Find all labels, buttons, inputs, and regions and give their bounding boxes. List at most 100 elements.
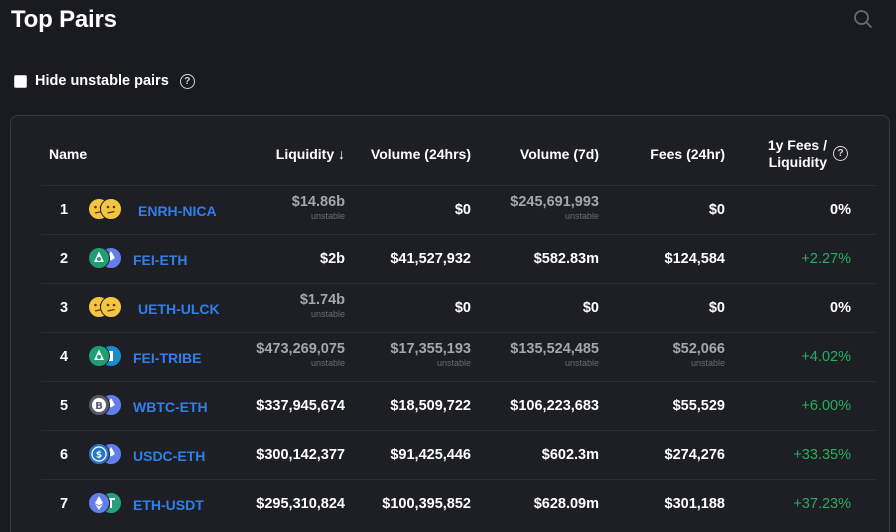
volume-7d-cell: $0 bbox=[489, 300, 599, 316]
unstable-tag: unstable bbox=[564, 358, 599, 368]
header-fees-24h[interactable]: Fees (24hr) bbox=[650, 146, 725, 162]
liquidity-cell: $300,142,377 bbox=[241, 447, 345, 463]
fei-eth-icon bbox=[88, 247, 122, 269]
fees-24h-cell-value: $0 bbox=[708, 300, 725, 316]
hide-unstable-toggle[interactable]: Hide unstable pairs ? bbox=[14, 71, 195, 91]
table-row[interactable]: 7 ETH-USDT $295,310,824 $100,395,852 $62… bbox=[41, 479, 876, 528]
liquidity-cell: $337,945,674 bbox=[241, 398, 345, 414]
volume-24h-cell-value: $41,527,932 bbox=[390, 251, 471, 267]
fees-24h-cell: $301,188 bbox=[621, 496, 725, 512]
row-rank: 4 bbox=[60, 349, 69, 365]
apr-cell: +37.23% bbox=[793, 496, 851, 512]
header-liquidity[interactable]: Liquidity ↓ bbox=[275, 146, 345, 162]
volume-24h-cell: $0 bbox=[357, 300, 471, 316]
pair-link[interactable]: ETH-USDT bbox=[133, 497, 204, 513]
table-row[interactable]: 6 $ USDC-ETH $300,142,377 $91,425,446 $6… bbox=[41, 430, 876, 479]
fees-24h-cell-value: $52,066 bbox=[672, 341, 725, 357]
volume-7d-cell-value: $245,691,993 bbox=[510, 194, 599, 210]
apr-help-icon[interactable]: ? bbox=[833, 146, 848, 161]
liquidity-cell: $295,310,824 bbox=[241, 496, 345, 512]
volume-7d-cell: $582.83m bbox=[489, 251, 599, 267]
apr-cell: +2.27% bbox=[801, 251, 851, 267]
volume-7d-cell-value: $135,524,485 bbox=[510, 341, 599, 357]
unstable-tag: unstable bbox=[310, 211, 345, 221]
volume-24h-cell: $100,395,852 bbox=[357, 496, 471, 512]
header-1y-fees-liquidity[interactable]: 1y Fees / Liquidity bbox=[745, 137, 827, 171]
fees-24h-cell: $274,276 bbox=[621, 447, 725, 463]
hide-unstable-label: Hide unstable pairs bbox=[35, 73, 169, 89]
unstable-tag: unstable bbox=[310, 358, 345, 368]
header-volume-24h[interactable]: Volume (24hrs) bbox=[370, 146, 471, 162]
row-rank: 6 bbox=[60, 447, 69, 463]
usdc-eth-icon: $ bbox=[88, 443, 122, 465]
neutral-faces-icon bbox=[88, 198, 122, 220]
fees-24h-cell: $124,584 bbox=[621, 251, 725, 267]
eth-usdt-icon bbox=[88, 492, 122, 514]
liquidity-cell: $473,269,075 unstable bbox=[241, 341, 345, 368]
row-rank: 3 bbox=[60, 300, 69, 316]
volume-7d-cell: $245,691,993 unstable bbox=[489, 194, 599, 221]
fees-24h-cell-value: $0 bbox=[708, 202, 725, 218]
unstable-tag: unstable bbox=[690, 358, 725, 368]
fees-24h-cell-value: $124,584 bbox=[664, 251, 725, 267]
volume-24h-cell: $18,509,722 bbox=[357, 398, 471, 414]
pair-link[interactable]: WBTC-ETH bbox=[133, 399, 208, 415]
header-volume-7d[interactable]: Volume (7d) bbox=[519, 146, 599, 162]
liquidity-cell-value: $300,142,377 bbox=[256, 447, 345, 463]
volume-24h-cell: $0 bbox=[357, 202, 471, 218]
liquidity-cell-value: $2b bbox=[320, 251, 345, 267]
apr-cell: 0% bbox=[830, 300, 851, 316]
table-row[interactable]: 2 FEI-ETH $2b $41,527,932 $582.83m $124,… bbox=[41, 234, 876, 283]
row-rank: 5 bbox=[60, 398, 69, 414]
liquidity-cell: $14.86b unstable bbox=[241, 194, 345, 221]
apr-cell: +4.02% bbox=[801, 349, 851, 365]
page-title: Top Pairs bbox=[11, 6, 117, 33]
volume-7d-cell: $628.09m bbox=[489, 496, 599, 512]
volume-24h-cell: $17,355,193 unstable bbox=[357, 341, 471, 368]
row-rank: 7 bbox=[60, 496, 69, 512]
fees-24h-cell: $0 bbox=[621, 300, 725, 316]
fees-24h-cell: $0 bbox=[621, 202, 725, 218]
volume-7d-cell-value: $582.83m bbox=[533, 251, 599, 267]
row-rank: 1 bbox=[60, 202, 69, 218]
pair-link[interactable]: FEI-TRIBE bbox=[133, 350, 202, 366]
volume-24h-cell-value: $0 bbox=[454, 300, 471, 316]
apr-cell: 0% bbox=[830, 202, 851, 218]
fees-24h-cell-value: $274,276 bbox=[664, 447, 725, 463]
liquidity-cell-value: $337,945,674 bbox=[256, 398, 345, 414]
pair-link[interactable]: ENRH-NICA bbox=[138, 203, 217, 219]
pair-link[interactable]: UETH-ULCK bbox=[138, 301, 220, 317]
pairs-table: Name Liquidity ↓ Volume (24hrs) Volume (… bbox=[10, 115, 890, 532]
liquidity-cell: $1.74b unstable bbox=[241, 292, 345, 319]
table-row[interactable]: 5 B WBTC-ETH $337,945,674 $18,509,722 $1… bbox=[41, 381, 876, 430]
table-row[interactable]: 1 ENRH-NICA $14.86b unstable $0 $245,691… bbox=[41, 185, 876, 234]
volume-7d-cell: $106,223,683 bbox=[489, 398, 599, 414]
volume-24h-cell-value: $100,395,852 bbox=[382, 496, 471, 512]
table-row[interactable]: 4 FEI-TRIBE $473,269,075 unstable $17,35… bbox=[41, 332, 876, 381]
header-name[interactable]: Name bbox=[49, 146, 88, 162]
table-row[interactable]: 3 UETH-ULCK $1.74b unstable $0 $0 $0 0% bbox=[41, 283, 876, 332]
volume-7d-cell-value: $106,223,683 bbox=[510, 398, 599, 414]
pair-link[interactable]: USDC-ETH bbox=[133, 448, 206, 464]
liquidity-cell-value: $14.86b bbox=[291, 194, 345, 210]
search-icon bbox=[854, 10, 872, 28]
neutral-faces-icon bbox=[88, 296, 122, 318]
volume-24h-cell: $91,425,446 bbox=[357, 447, 471, 463]
fees-24h-cell: $52,066 unstable bbox=[621, 341, 725, 368]
volume-7d-cell-value: $628.09m bbox=[533, 496, 599, 512]
wbtc-eth-icon: B bbox=[88, 394, 122, 416]
unstable-tag: unstable bbox=[564, 211, 599, 221]
volume-7d-cell-value: $602.3m bbox=[541, 447, 599, 463]
volume-7d-cell: $602.3m bbox=[489, 447, 599, 463]
apr-cell: +33.35% bbox=[793, 447, 851, 463]
volume-24h-cell: $41,527,932 bbox=[357, 251, 471, 267]
apr-cell: +6.00% bbox=[801, 398, 851, 414]
hide-unstable-checkbox[interactable] bbox=[14, 74, 27, 88]
search-button[interactable] bbox=[851, 7, 875, 31]
fees-24h-cell-value: $301,188 bbox=[664, 496, 725, 512]
help-icon[interactable]: ? bbox=[179, 73, 195, 89]
fei-tribe-icon bbox=[88, 345, 122, 367]
fees-24h-cell-value: $55,529 bbox=[672, 398, 725, 414]
pair-link[interactable]: FEI-ETH bbox=[133, 252, 188, 268]
liquidity-cell-value: $295,310,824 bbox=[256, 496, 345, 512]
